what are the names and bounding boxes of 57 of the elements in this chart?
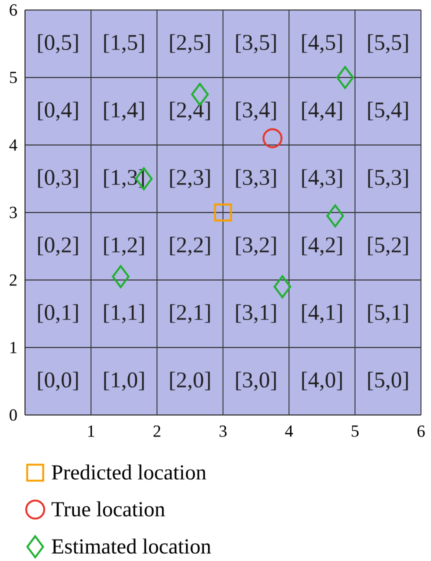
y-tick-label: 3 <box>10 206 17 218</box>
annotation: [1,0] <box>104 372 144 391</box>
annotation: [1,2] <box>104 236 144 256</box>
annotation: [2,2] <box>170 236 210 256</box>
annotation: [3,4] <box>236 102 276 121</box>
annotation: [2,0] <box>170 372 210 391</box>
legend-label: Predicted location <box>52 464 206 480</box>
annotation: [3,5] <box>236 34 276 54</box>
annotation: [5,0] <box>368 372 408 391</box>
x-tick-label: 6 <box>417 426 425 437</box>
y-tick-label: 5 <box>10 72 17 84</box>
annotation: [3,0] <box>236 372 276 391</box>
point <box>326 204 344 228</box>
annotation: [3,1] <box>236 304 276 324</box>
annotation: [0,2] <box>38 236 78 256</box>
x-tick-label: 5 <box>352 426 359 437</box>
legend-label: Estimated location <box>52 538 211 554</box>
legend-label: True location <box>52 501 165 516</box>
x-tick-label: 4 <box>285 426 293 437</box>
annotation: [1,1] <box>104 304 144 324</box>
x-tick-label: 3 <box>220 426 227 437</box>
annotation: [0,5] <box>38 34 78 54</box>
y-tick-label: 0 <box>10 409 17 421</box>
point <box>274 275 292 298</box>
annotation: [4,0] <box>302 372 342 391</box>
annotation: [0,1] <box>38 304 78 324</box>
annotation: [5,2] <box>368 236 408 256</box>
y-tick-label: 1 <box>10 342 16 354</box>
point <box>262 128 282 148</box>
point <box>336 66 354 89</box>
annotation: [0,3] <box>38 169 78 188</box>
annotation: [3,3] <box>236 169 276 188</box>
annotation: [3,2] <box>236 236 276 256</box>
y-tick-label: 4 <box>9 139 18 151</box>
annotation: [2,1] <box>170 304 210 324</box>
annotation: [5,3] <box>368 169 408 188</box>
annotation: [2,5] <box>170 34 210 54</box>
x-tick-label: 1 <box>88 426 94 437</box>
annotation: [2,3] <box>170 169 210 188</box>
annotation: [4,3] <box>302 169 342 188</box>
annotation: [5,5] <box>368 34 408 54</box>
annotation: [5,1] <box>368 304 408 324</box>
annotation: [5,4] <box>368 102 408 121</box>
y-tick-label: 2 <box>10 274 17 286</box>
point <box>112 265 130 288</box>
annotation: [2,4] <box>170 102 210 121</box>
annotation: [0,0] <box>38 372 78 391</box>
point <box>214 204 232 222</box>
annotation: [4,4] <box>302 102 342 121</box>
annotation: [4,1] <box>302 304 342 324</box>
annotation: [1,5] <box>104 34 144 54</box>
y-tick-label: 6 <box>10 4 17 16</box>
annotation: [1,4] <box>104 102 144 121</box>
x-tick-label: 2 <box>154 426 160 437</box>
annotation: [4,5] <box>302 34 342 54</box>
annotation: [4,2] <box>302 236 342 256</box>
annotation: [0,4] <box>38 102 78 121</box>
